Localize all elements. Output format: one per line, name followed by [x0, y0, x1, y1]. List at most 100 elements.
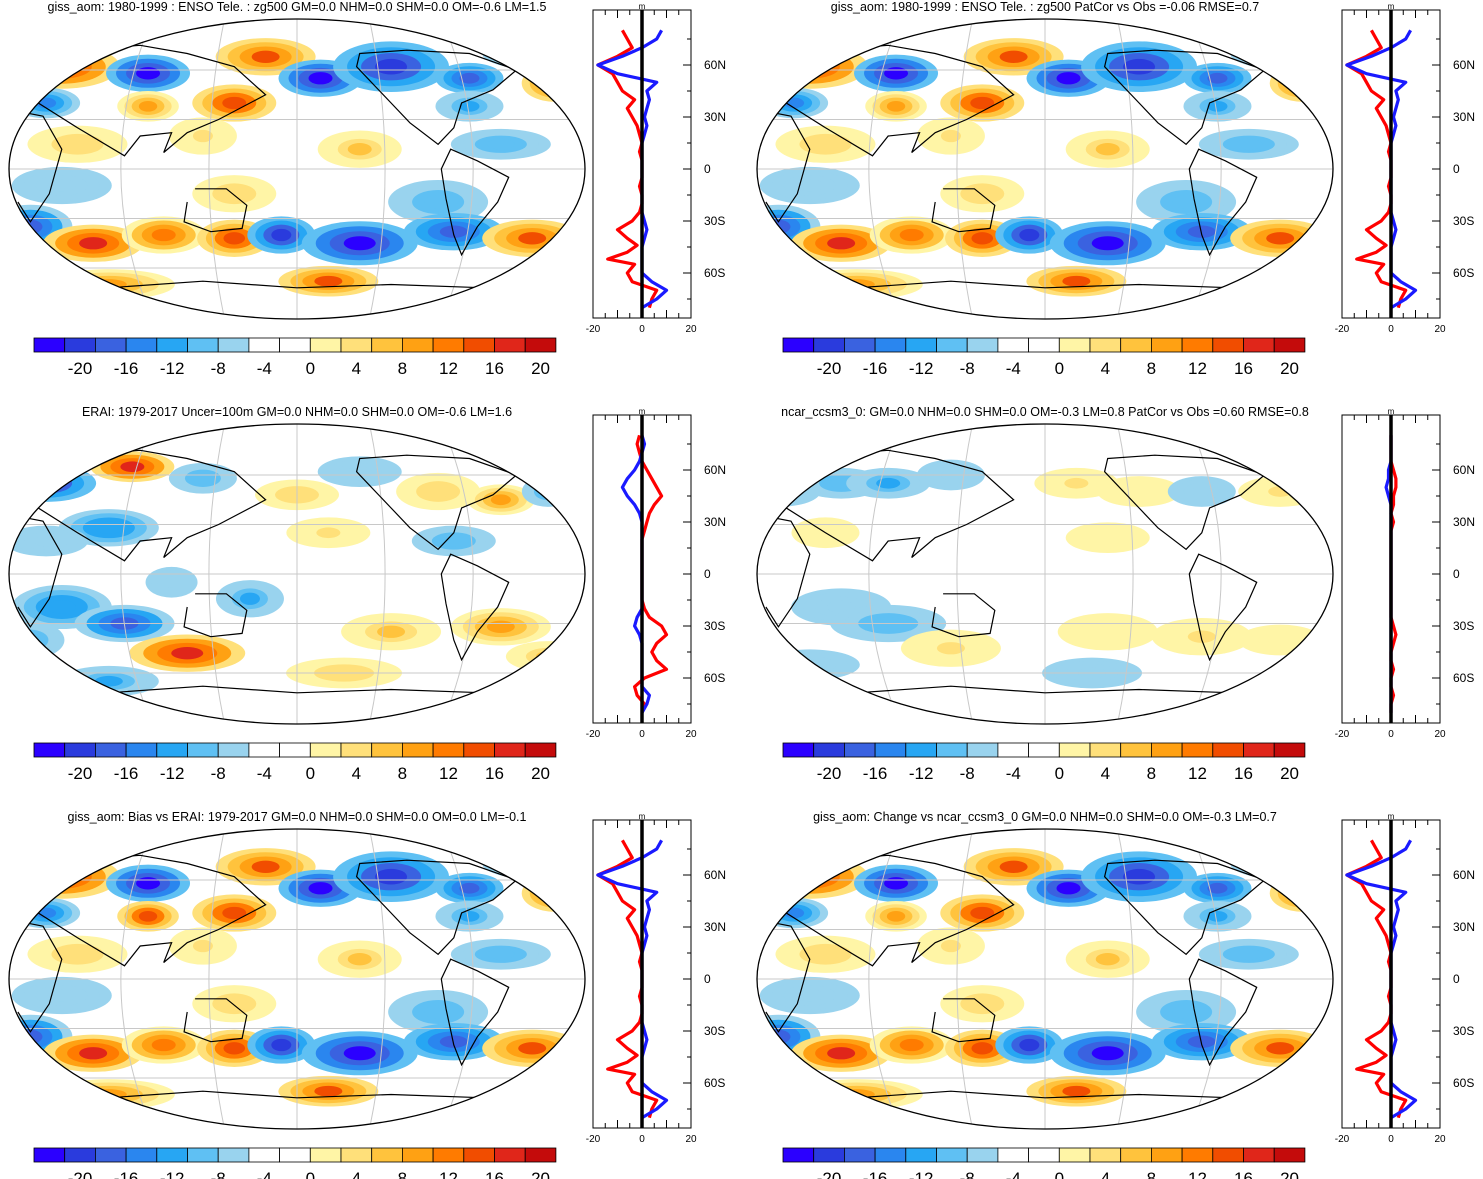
colorbar-label: 0 — [1055, 1169, 1064, 1179]
anomaly-cell — [970, 997, 995, 1010]
profile-x-label: 20 — [685, 1134, 697, 1145]
anomaly-cell — [506, 854, 559, 873]
profile-x-label: 20 — [1434, 729, 1446, 740]
colorbar-label: -4 — [257, 1169, 272, 1179]
profile-x-label: 0 — [1388, 1134, 1394, 1145]
colorbar-swatch — [905, 1147, 937, 1163]
graticule — [9, 19, 585, 319]
profile-x-label: -20 — [1335, 1134, 1350, 1145]
anomaly-cell — [17, 859, 106, 894]
profile-unit: m — [1388, 2, 1395, 11]
anomaly-cell — [1230, 848, 1331, 879]
colorbar-label: 4 — [1101, 359, 1110, 378]
anomaly-cell — [94, 521, 123, 534]
anomaly-cell — [1056, 72, 1081, 85]
anomaly-cell — [1266, 232, 1295, 245]
anomaly-cell — [551, 1071, 576, 1085]
anomaly-cell — [120, 461, 145, 473]
colorbar-label: 16 — [485, 764, 504, 783]
anomaly-cell — [531, 253, 585, 283]
colorbar-label: 4 — [1101, 1169, 1110, 1179]
anomaly-cell — [779, 864, 840, 889]
anomaly-cell — [827, 1047, 856, 1060]
colorbar-label: 16 — [1234, 1169, 1253, 1179]
colorbar-swatch — [401, 1147, 434, 1163]
colorbar-label: 0 — [1055, 359, 1064, 378]
graticule — [757, 424, 1333, 724]
lat-tick-label: 0 — [1453, 567, 1460, 581]
anomaly-cell — [494, 851, 571, 876]
anomaly-cell — [486, 620, 515, 633]
colorbar-label: 12 — [439, 1169, 458, 1179]
anomaly-cell — [529, 878, 582, 908]
anomaly-cell — [1293, 77, 1314, 90]
anomaly-cell — [1279, 1063, 1333, 1093]
colorbar-swatch — [1181, 1147, 1214, 1163]
colorbar-swatch — [371, 337, 403, 353]
anomaly-cell — [545, 77, 566, 90]
anomaly-cell — [822, 275, 891, 294]
profile-x-label: -20 — [586, 729, 601, 740]
profile-x-label: 0 — [639, 1134, 645, 1145]
profile-x-label: -20 — [1335, 324, 1350, 335]
colorbar-swatch — [1058, 337, 1091, 353]
anomaly-cell — [884, 67, 909, 80]
colorbar-swatch — [997, 742, 1030, 758]
lat-tick-label: 60N — [1453, 868, 1475, 882]
anomaly-cell — [999, 50, 1028, 63]
anomaly-cell — [1056, 882, 1081, 895]
anomaly-cell — [347, 143, 372, 156]
profile-x-label: 0 — [1388, 324, 1394, 335]
anomaly-cell — [970, 96, 995, 110]
colorbar-label: 20 — [531, 764, 550, 783]
colorbar-label: 12 — [1188, 1169, 1207, 1179]
lat-tick-label: 30N — [1453, 110, 1475, 124]
anomaly-cell — [795, 179, 824, 192]
anomaly-cell — [1242, 851, 1319, 876]
profile-x-label: -20 — [586, 1134, 601, 1145]
profile-red-line — [633, 434, 669, 714]
lat-tick-label: 60S — [704, 266, 725, 280]
anomaly-cell — [822, 1085, 891, 1104]
map-field — [757, 829, 1333, 1129]
anomaly-cell — [899, 1038, 924, 1052]
anomaly-cell — [375, 868, 408, 885]
colorbar-swatch — [33, 337, 66, 353]
anomaly-cell — [1242, 41, 1319, 66]
colorbar-swatch — [463, 742, 495, 758]
anomaly-cell — [47, 179, 76, 192]
anomaly-cell — [876, 477, 901, 489]
colorbar-swatch — [1181, 337, 1214, 353]
colorbar-label: 0 — [306, 359, 315, 378]
anomaly-cell — [1207, 100, 1228, 112]
zonal-profile: 60N 30N 0 30S 60S -20 0 20 m — [1335, 812, 1475, 1145]
colorbar-swatch — [248, 337, 280, 353]
anomaly-cell — [494, 41, 571, 66]
anomaly-cell — [1266, 48, 1295, 59]
colorbar-label: 0 — [1055, 764, 1064, 783]
lat-tick-label: 60S — [1453, 671, 1474, 685]
anomaly-cell — [1299, 1071, 1324, 1085]
colorbar-swatch — [463, 337, 495, 353]
anomaly-cell — [192, 472, 213, 484]
profile-unit: m — [639, 407, 646, 416]
lat-tick-label: 0 — [1453, 972, 1460, 986]
anomaly-cell — [138, 100, 158, 112]
anomaly-cell — [541, 1067, 585, 1089]
colorbar-label: -20 — [68, 359, 93, 378]
panel-erai: ERAI: 1979-2017 Uncer=100m GM=0.0 NHM=0.… — [8, 405, 726, 783]
anomaly-cell — [31, 54, 92, 79]
anomaly-cell — [765, 49, 854, 84]
colorbar-label: -16 — [114, 359, 139, 378]
colorbar-swatch — [371, 1147, 403, 1163]
colorbar-label: 0 — [306, 1169, 315, 1179]
anomaly-cell — [239, 592, 260, 605]
anomaly-cell — [1187, 1035, 1216, 1048]
lat-tick-label: 30S — [1453, 1024, 1474, 1038]
anomaly-cell — [426, 485, 451, 498]
anomaly-cell — [63, 948, 92, 961]
colorbar-swatch — [1273, 742, 1306, 758]
colorbar-label: -16 — [863, 1169, 888, 1179]
lat-tick-label: 30S — [704, 1024, 725, 1038]
colorbar-swatch — [33, 742, 66, 758]
